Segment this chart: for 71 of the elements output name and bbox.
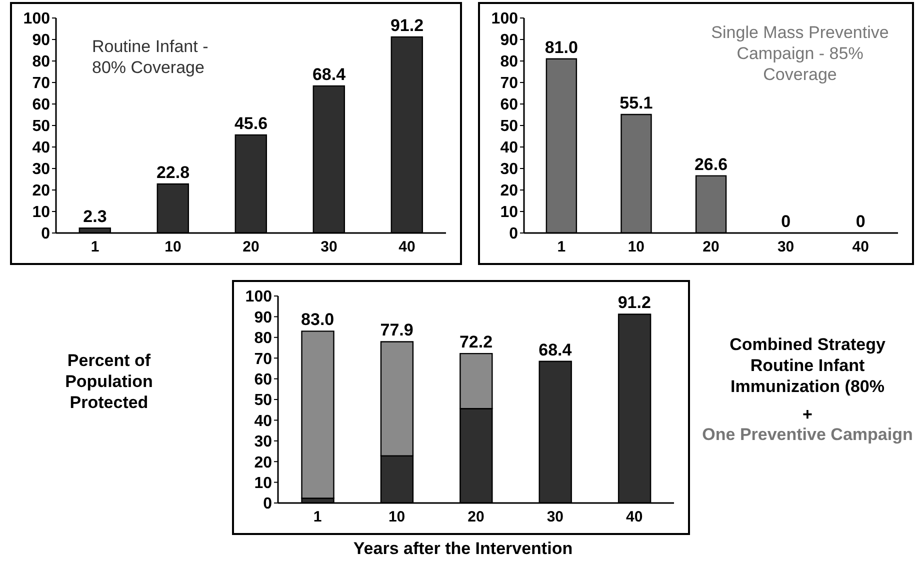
x-tick-label: 20 (702, 238, 720, 256)
y-tick-label: 80 (32, 54, 50, 71)
text: + (802, 404, 814, 425)
y-tick-label: 0 (41, 226, 50, 243)
y-tick-label: 90 (254, 309, 272, 326)
y-tick-label: 80 (254, 330, 272, 348)
data-label: 26.6 (694, 154, 728, 174)
y-tick-label: 20 (32, 182, 50, 200)
x-tick-label: 40 (626, 508, 643, 526)
total-label: 83.0 (301, 310, 334, 330)
x-tick-label: 20 (468, 508, 484, 526)
y-tick-label: 20 (500, 182, 518, 200)
x-tick-label: 40 (852, 238, 869, 256)
y-tick-label: 90 (32, 32, 50, 50)
text: Combined Strategy Routine Infant Immunization (80% (728, 334, 886, 397)
y-tick-label: 20 (254, 454, 272, 472)
y-tick-label: 100 (23, 10, 50, 28)
annotation: Routine Infant - 80% Coverage (92, 36, 210, 78)
y-tick-label: 30 (500, 161, 518, 178)
data-label: 55.1 (620, 94, 653, 113)
data-label: 91.2 (390, 16, 424, 35)
y-tick-label: 10 (500, 204, 518, 222)
y-tick-label: 0 (263, 496, 272, 513)
x-tick-label: 1 (557, 238, 566, 256)
y-tick-label: 0 (509, 226, 518, 243)
data-label: 22.8 (156, 162, 190, 182)
data-label: 81.0 (544, 38, 578, 57)
data-label: 0 (781, 212, 791, 231)
x-tick-label: 30 (320, 238, 338, 256)
x-tick-label: 1 (90, 238, 100, 256)
x-tick-label: 30 (546, 508, 564, 526)
y-tick-label: 50 (254, 392, 272, 410)
x-tick-label: 1 (313, 508, 322, 526)
bar (301, 330, 334, 499)
y-tick-label: 100 (245, 288, 272, 306)
y-tick-label: 40 (32, 140, 50, 157)
data-label: 68.4 (312, 64, 346, 84)
y-tick-label: 90 (500, 32, 518, 50)
y-tick-label: 70 (254, 350, 272, 368)
y-tick-label: 80 (500, 54, 518, 71)
y-tick-label: 60 (32, 96, 50, 114)
x-tick-label: 30 (777, 238, 794, 256)
total-label: 68.4 (538, 340, 572, 360)
total-label: 91.2 (618, 293, 651, 312)
x-axis-title: Years after the Intervention (352, 539, 574, 559)
y-axis-title: Percent of Population Protected (64, 350, 154, 413)
y-tick-label: 60 (500, 96, 518, 114)
text: One Preventive Campaign (701, 424, 914, 445)
y-tick-label: 30 (32, 161, 50, 178)
y-tick-label: 50 (500, 118, 518, 136)
total-label: 72.2 (459, 332, 493, 352)
y-tick-label: 70 (500, 75, 518, 92)
annotation: Single Mass Preventive Campaign - 85% Coverage (710, 22, 890, 85)
data-label: 0 (856, 212, 866, 231)
x-tick-label: 10 (388, 508, 406, 526)
x-tick-label: 20 (242, 238, 260, 256)
data-label: 45.6 (234, 114, 268, 133)
y-tick-label: 70 (32, 75, 50, 92)
y-tick-label: 50 (32, 118, 50, 136)
y-tick-label: 10 (32, 204, 50, 222)
data-label: 2.3 (83, 207, 107, 226)
y-tick-label: 60 (254, 371, 272, 388)
x-tick-label: 40 (398, 238, 416, 256)
y-tick-label: 40 (254, 412, 272, 430)
y-tick-label: 30 (254, 434, 272, 451)
y-tick-label: 40 (500, 140, 518, 157)
y-tick-label: 100 (491, 10, 518, 28)
y-tick-label: 10 (254, 474, 272, 492)
x-tick-label: 10 (628, 238, 645, 256)
x-tick-label: 10 (164, 238, 182, 256)
total-label: 77.9 (380, 320, 414, 340)
